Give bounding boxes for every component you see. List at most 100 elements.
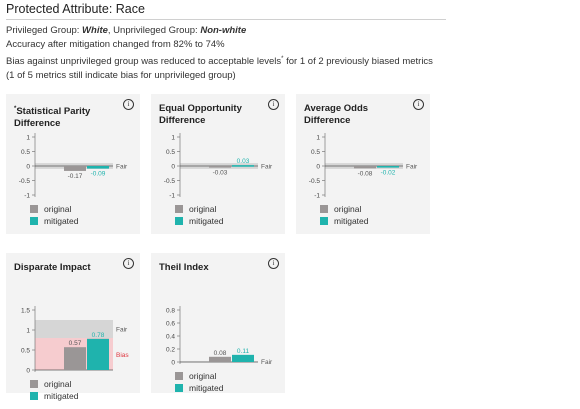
metric-title: Disparate Impact	[14, 262, 124, 274]
legend-label: mitigated	[334, 216, 369, 226]
bias-summary-line: (1 of 5 metrics still indicate bias for …	[6, 70, 236, 82]
bar-original	[354, 166, 376, 169]
legend-swatch	[320, 217, 328, 225]
legend-item-original: original	[320, 203, 369, 215]
info-icon[interactable]: i	[268, 99, 279, 110]
metric-chart: Fair 1 0.5 0 -0.5 -1 -0.08 -0.02	[309, 133, 418, 199]
bar-mitigated	[87, 338, 109, 370]
bias-line-a: Bias against unprivileged group was redu…	[6, 56, 282, 68]
chart-legend: original mitigated	[320, 203, 369, 227]
bar-mitigated	[232, 354, 254, 362]
info-icon[interactable]: i	[123, 258, 134, 269]
accuracy-line: Accuracy after mitigation changed from 8…	[6, 39, 225, 50]
legend-swatch	[175, 372, 183, 380]
bar-original	[64, 166, 86, 171]
legend-swatch	[30, 392, 38, 400]
fair-band	[35, 320, 113, 338]
y-tick-label: -1	[24, 192, 30, 199]
metric-title-text: Disparate Impact	[14, 262, 91, 273]
legend-swatch	[175, 205, 183, 213]
unprivileged-value: Non-white	[200, 25, 247, 36]
metric-chart: Fair 1 0.5 0 -0.5 -1 -0.17 -0.09	[19, 133, 128, 199]
y-tick-label: -0.5	[164, 178, 176, 185]
y-tick-label: 0	[26, 163, 30, 170]
legend-item-mitigated: mitigated	[320, 215, 369, 227]
chart-legend: original mitigated	[30, 378, 79, 402]
legend-item-original: original	[30, 203, 79, 215]
legend-swatch	[30, 205, 38, 213]
metric-title-text: Statistical Parity Difference	[14, 106, 91, 130]
y-tick-label: 0	[26, 367, 30, 374]
legend-item-mitigated: mitigated	[175, 215, 224, 227]
legend-label: mitigated	[44, 216, 79, 226]
y-tick-label: -0.5	[309, 178, 321, 185]
metric-title: *Statistical Parity Difference	[14, 103, 124, 130]
bar-mitigated	[87, 166, 109, 169]
info-icon[interactable]: i	[413, 99, 424, 110]
data-label-mitigated: -0.09	[91, 171, 106, 178]
y-tick-label: -1	[314, 192, 320, 199]
legend-item-mitigated: mitigated	[30, 215, 79, 227]
metric-title: Equal Opportunity Difference	[159, 103, 269, 127]
bias-line: Bias against unprivileged group was redu…	[6, 52, 446, 69]
bar-original	[64, 347, 86, 370]
y-tick-label: 1	[316, 134, 320, 141]
fair-label: Fair	[116, 327, 128, 334]
fair-label: Fair	[261, 164, 273, 171]
metric-card: *Statistical Parity Difference i Fair 1 0.5 0…	[6, 94, 140, 234]
y-tick-label: 1.5	[21, 307, 30, 314]
metric-card: Equal Opportunity Difference i Fair 1 0.5 0 -0…	[151, 94, 285, 234]
bar-original	[209, 166, 231, 168]
legend-label: mitigated	[189, 216, 224, 226]
privileged-label: Privileged Group:	[6, 25, 83, 36]
legend-swatch	[30, 217, 38, 225]
chart-legend: original mitigated	[175, 370, 224, 394]
unprivileged-label: , Unprivileged Group:	[107, 25, 201, 36]
info-icon[interactable]: i	[123, 99, 134, 110]
chart-legend: original mitigated	[30, 203, 79, 227]
metric-title-text: Equal Opportunity Difference	[159, 103, 242, 126]
legend-swatch	[175, 384, 183, 392]
y-tick-label: 0	[171, 163, 175, 170]
y-tick-label: 0	[171, 359, 175, 366]
y-tick-label: -1	[169, 192, 175, 199]
data-label-mitigated: 0.11	[237, 348, 250, 355]
y-tick-label: 0.5	[21, 347, 30, 354]
data-label-original: 0.08	[214, 350, 227, 357]
privileged-value: White	[82, 25, 108, 36]
legend-label: original	[189, 204, 217, 214]
data-label-mitigated: 0.78	[92, 332, 105, 339]
metric-card: Theil Index i Fair 0.8 0.6 0.4 0.2 0 0.08 0.11 ori…	[151, 253, 285, 393]
bar-original	[209, 356, 231, 362]
metric-chart: Fair 1 0.5 0 -0.5 -1 -0.03 0.03	[164, 133, 273, 199]
group-line: Privileged Group: White, Unprivileged Gr…	[6, 24, 446, 38]
fair-label: Fair	[261, 359, 273, 366]
data-label-original: -0.08	[358, 170, 373, 177]
y-tick-label: 0.5	[311, 149, 320, 156]
metric-title-text: Theil Index	[159, 262, 209, 273]
y-tick-label: 0.6	[166, 320, 175, 327]
bias-line-b: for 1 of 2 previously biased metrics	[283, 56, 433, 68]
y-tick-label: 0	[316, 163, 320, 170]
legend-label: mitigated	[189, 383, 224, 393]
data-label-mitigated: -0.02	[381, 170, 396, 177]
data-label-original: -0.17	[68, 173, 83, 180]
y-tick-label: 1	[171, 134, 175, 141]
legend-swatch	[175, 217, 183, 225]
legend-swatch	[320, 205, 328, 213]
legend-label: original	[44, 204, 72, 214]
y-tick-label: 0.5	[21, 149, 30, 156]
chart-legend: original mitigated	[175, 203, 224, 227]
data-label-original: 0.57	[69, 340, 82, 347]
legend-item-mitigated: mitigated	[175, 382, 224, 394]
fair-label: Fair	[406, 164, 418, 171]
bias-label: Bias	[116, 352, 129, 359]
bar-mitigated	[377, 166, 399, 168]
legend-item-original: original	[175, 370, 224, 382]
metric-title-text: Average Odds Difference	[304, 103, 369, 126]
legend-label: mitigated	[44, 391, 79, 401]
y-tick-label: 0.5	[166, 149, 175, 156]
legend-swatch	[30, 380, 38, 388]
legend-item-original: original	[175, 203, 224, 215]
info-icon[interactable]: i	[268, 258, 279, 269]
